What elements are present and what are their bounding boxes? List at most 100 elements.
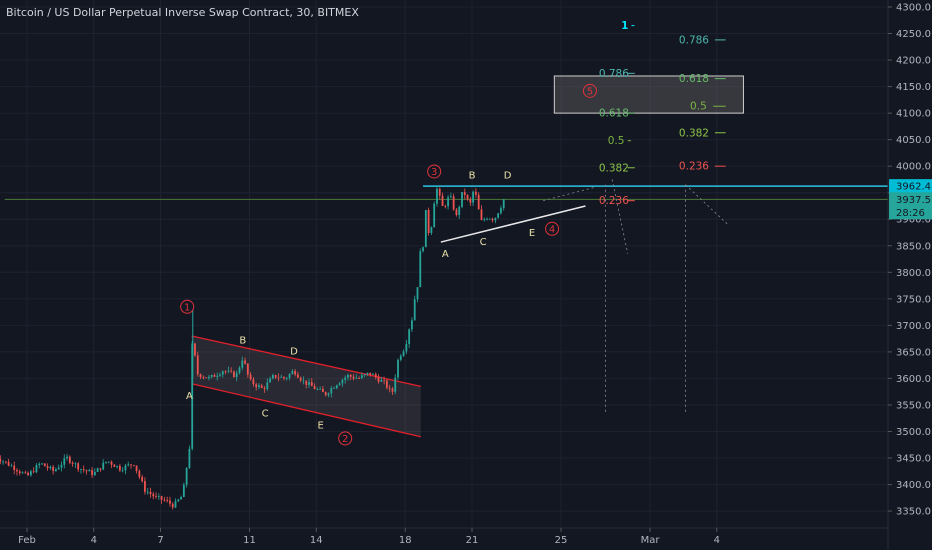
fib-level-label: 0.236 (599, 195, 629, 207)
y-tick-label: 3800.0 (896, 268, 931, 279)
candle-body (288, 374, 291, 378)
candle-body (57, 467, 60, 470)
candle-body (60, 464, 63, 468)
candle-body (213, 374, 216, 377)
candle-body (10, 465, 13, 467)
fib-level-label: 0.5 (690, 101, 707, 113)
candle-body (116, 465, 119, 467)
x-tick-label: 25 (555, 535, 568, 546)
candle-body (174, 501, 177, 508)
wave-label: C (480, 237, 487, 248)
candle-body (205, 377, 208, 379)
candle-body (497, 213, 500, 218)
candle-body (141, 476, 144, 482)
wave-label: D (504, 171, 512, 182)
candle-body (246, 363, 249, 375)
wave-label: 5 (587, 86, 593, 97)
projection-lines (543, 179, 729, 413)
candle-body (185, 467, 188, 485)
candle-body (169, 500, 171, 504)
candle-body (77, 463, 80, 470)
candle-body (397, 359, 399, 378)
candles (0, 185, 505, 510)
candle-body (0, 459, 2, 462)
candle-body (458, 206, 461, 216)
candle-body (324, 392, 327, 396)
candle-body (32, 471, 35, 473)
fib-level-label: 0.5 (608, 135, 625, 147)
candle-body (330, 388, 333, 394)
candle-body (305, 380, 308, 385)
price-label: 28:26 (896, 208, 925, 219)
candle-body (355, 378, 358, 379)
candle-body (472, 191, 475, 203)
candle-body (352, 376, 355, 379)
wave-label: 1 (184, 302, 190, 313)
candle-body (388, 387, 391, 389)
candle-body (291, 371, 294, 375)
candle-body (436, 188, 438, 204)
candle-body (144, 481, 146, 492)
candle-body (285, 377, 288, 379)
candle-body (163, 499, 166, 501)
y-axis-bg (888, 0, 932, 550)
candle-body (455, 209, 458, 216)
candle-body (221, 371, 224, 375)
candle-body (430, 227, 433, 233)
candle-body (405, 343, 408, 352)
candle-body (391, 388, 394, 392)
y-tick-label: 4250.0 (896, 29, 931, 40)
candle-body (408, 329, 411, 344)
x-tick-label: 21 (466, 535, 479, 546)
candle-body (394, 377, 397, 392)
y-tick-label: 3650.0 (896, 347, 931, 358)
candle-body (96, 468, 99, 472)
y-tick-label: 3600.0 (896, 374, 931, 385)
wave-circle (427, 164, 442, 179)
candle-body (63, 458, 66, 465)
candle-body (230, 370, 233, 372)
candle-body (313, 386, 316, 390)
y-tick-label: 4000.0 (896, 162, 931, 173)
candle-body (449, 196, 452, 198)
price-label: 3962.4 (896, 182, 931, 193)
wave-label: A (442, 249, 449, 260)
x-tick-label: Feb (18, 535, 36, 546)
price-label-bg (889, 192, 932, 207)
x-tick-label: 14 (310, 535, 323, 546)
wave-circle (545, 221, 560, 236)
chart-title: Bitcoin / US Dollar Perpetual Inverse Sw… (6, 6, 359, 19)
candle-body (263, 387, 266, 389)
candle-body (260, 385, 263, 388)
wave-circle (582, 83, 597, 98)
x-tick-label: 18 (399, 535, 412, 546)
candle-body (135, 465, 138, 471)
candle-body (444, 205, 447, 207)
candle-body (413, 299, 416, 321)
candle-body (369, 372, 372, 375)
candle-body (146, 491, 149, 493)
wave-label: B (469, 171, 476, 182)
candle-body (252, 379, 255, 385)
y-tick-label: 3500.0 (896, 427, 931, 438)
candle-body (118, 465, 121, 471)
candle-body (80, 469, 82, 470)
wave-labels: 1 2 3 4 5 A B C D E A B C D E (180, 83, 597, 446)
candle-body (24, 472, 27, 474)
candle-body (335, 385, 338, 389)
candle-body (7, 461, 10, 466)
fib-level-label: 0.236 (679, 161, 709, 173)
candle-body (93, 471, 96, 476)
y-tick-label: 4150.0 (896, 82, 931, 93)
candle-body (269, 378, 271, 383)
candle-body (372, 374, 374, 375)
candle-body (277, 377, 280, 379)
candle-body (82, 469, 85, 471)
candle-body (18, 471, 21, 474)
candle-body (110, 461, 113, 465)
candle-body (438, 188, 441, 196)
wave-label: A (186, 391, 193, 402)
wave-label: 3 (431, 167, 437, 178)
candle-body (341, 379, 344, 384)
